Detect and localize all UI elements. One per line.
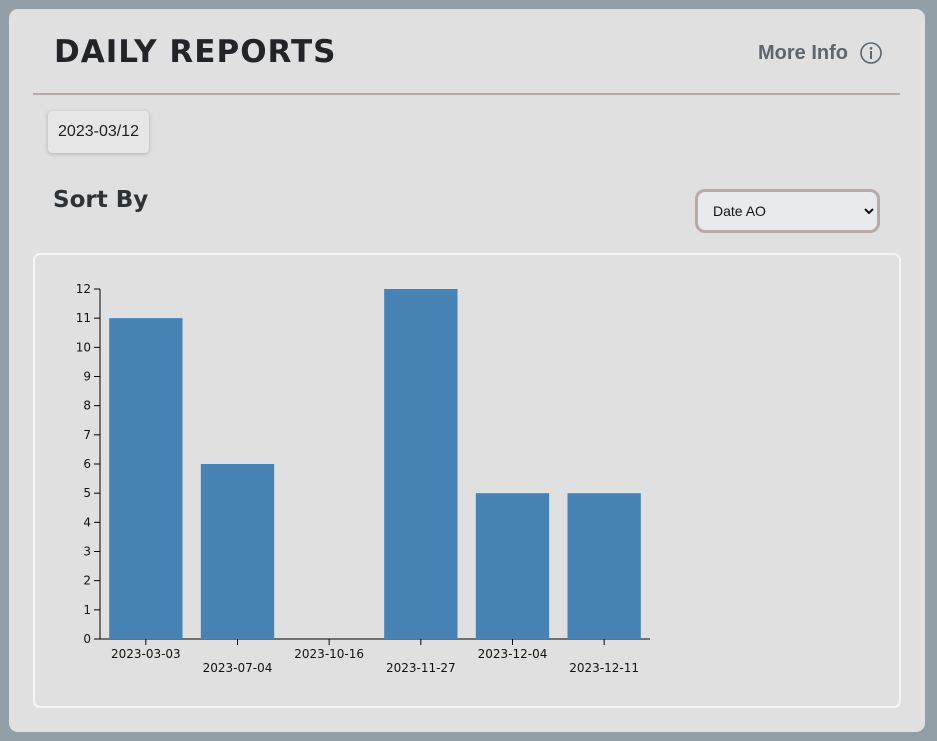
- chart-container: 0 1 2 3 4 5 6 7 8 9 10 11 12 2023-03-03 2023-07-04 2023…: [33, 253, 901, 708]
- y-tick-label: 11: [76, 311, 91, 325]
- bar[interactable]: [109, 318, 183, 639]
- y-tick-label: 6: [83, 457, 91, 471]
- bar[interactable]: [475, 493, 550, 639]
- x-tick-label: 2023-07-04: [203, 661, 273, 675]
- more-info-label: More Info: [758, 41, 848, 64]
- y-tick-label: 3: [83, 545, 91, 559]
- sort-select[interactable]: Date AO: [695, 189, 880, 233]
- y-tick-label: 7: [83, 428, 91, 442]
- bar-chart: 01234567891011122023-03-032023-07-042023…: [76, 282, 650, 675]
- x-tick-label: 2023-03-03: [111, 647, 181, 661]
- daily-reports-card: DAILY REPORTS More Info 2023-03/12 Sort …: [9, 9, 925, 732]
- x-tick-label: 2023-10-16: [294, 647, 364, 661]
- header-divider: [33, 93, 900, 95]
- date-chip[interactable]: 2023-03/12: [48, 111, 149, 153]
- bar[interactable]: [200, 464, 275, 639]
- more-info-button[interactable]: More Info: [758, 41, 883, 65]
- y-tick-label: 4: [83, 515, 91, 529]
- y-tick-label: 0: [83, 632, 91, 646]
- x-tick-label: 2023-12-04: [478, 647, 548, 661]
- page-title: DAILY REPORTS: [54, 34, 337, 70]
- y-tick-label: 2: [83, 574, 91, 588]
- y-tick-label: 5: [83, 486, 91, 500]
- info-circle-icon: [859, 41, 883, 65]
- sort-by-label: Sort By: [53, 187, 149, 213]
- bar[interactable]: [384, 289, 458, 639]
- y-tick-label: 8: [83, 399, 91, 413]
- y-tick-label: 9: [83, 370, 91, 384]
- bar[interactable]: [567, 493, 641, 639]
- x-tick-label: 2023-11-27: [386, 661, 456, 675]
- y-tick-label: 10: [76, 340, 91, 354]
- y-tick-label: 1: [83, 603, 91, 617]
- y-tick-label: 12: [76, 282, 91, 296]
- x-tick-label: 2023-12-11: [569, 661, 639, 675]
